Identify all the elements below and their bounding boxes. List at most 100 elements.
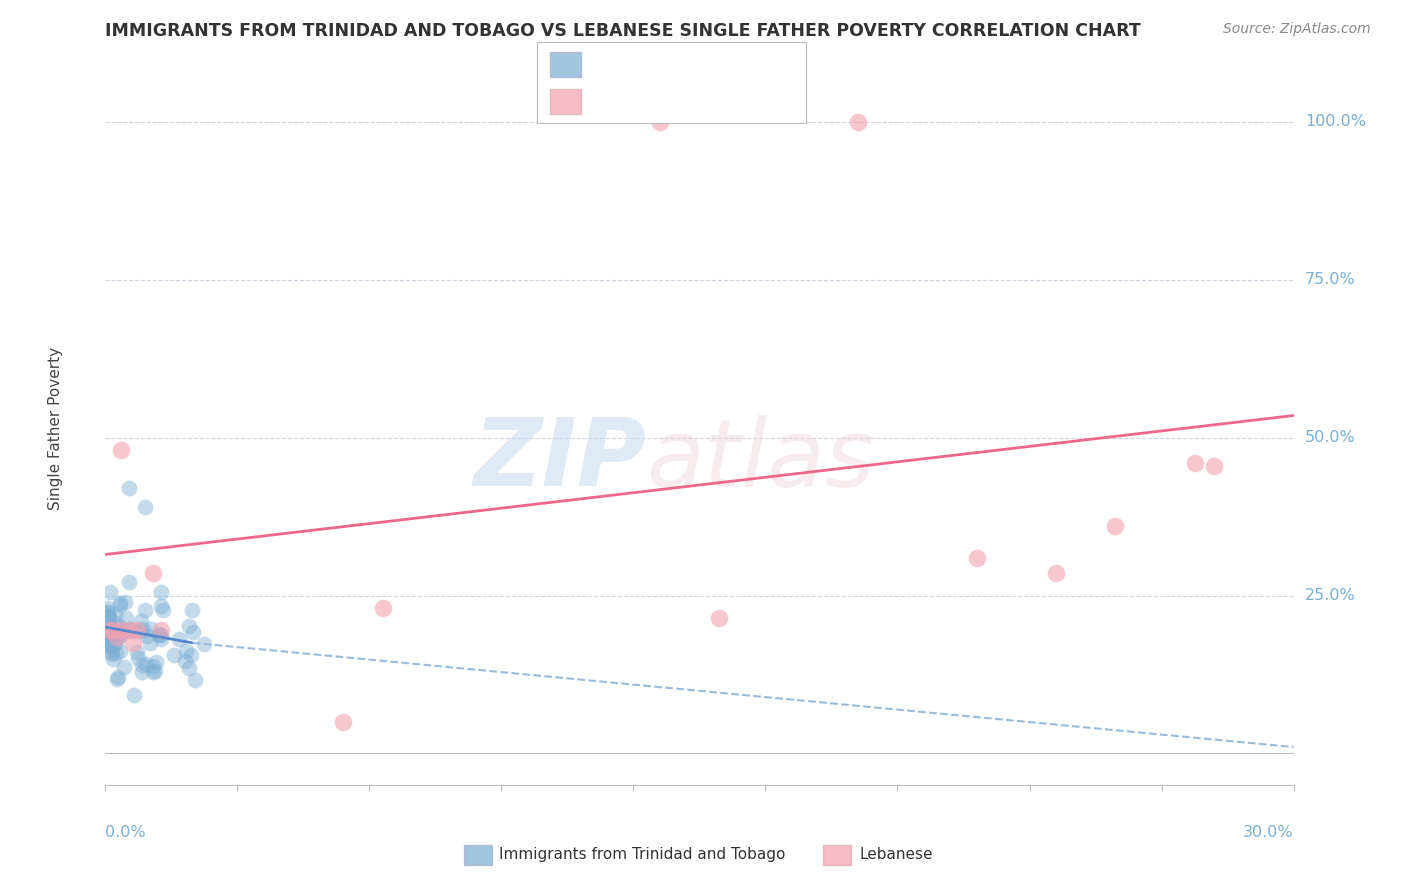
Point <box>110 443 132 458</box>
Point <box>96 632 118 646</box>
Point <box>118 574 141 589</box>
Point <box>104 637 127 651</box>
Point <box>180 648 202 663</box>
Point <box>96 605 118 619</box>
Text: Immigrants from Trinidad and Tobago: Immigrants from Trinidad and Tobago <box>499 847 786 862</box>
Point <box>96 630 118 644</box>
Point <box>145 664 167 678</box>
Point <box>846 115 869 129</box>
Point <box>139 622 162 636</box>
Point <box>98 585 121 599</box>
Point <box>184 673 207 688</box>
Point <box>96 618 118 632</box>
Point <box>131 614 153 628</box>
Point <box>98 624 121 638</box>
Point <box>114 595 136 609</box>
Point <box>149 624 172 638</box>
Point <box>150 585 173 599</box>
Point <box>173 654 195 668</box>
Text: R =: R = <box>589 95 623 110</box>
Point <box>108 599 131 613</box>
Point <box>132 623 155 637</box>
Point <box>142 566 165 581</box>
Point <box>105 616 128 631</box>
Point <box>96 634 118 648</box>
Text: 25.0%: 25.0% <box>1305 588 1355 603</box>
Point <box>96 601 118 615</box>
Text: IMMIGRANTS FROM TRINIDAD AND TOBAGO VS LEBANESE SINGLE FATHER POVERTY CORRELATIO: IMMIGRANTS FROM TRINIDAD AND TOBAGO VS L… <box>105 22 1142 40</box>
Point <box>177 619 200 633</box>
Point <box>97 628 120 642</box>
Point <box>101 652 124 666</box>
Point <box>98 639 121 653</box>
Point <box>150 628 173 642</box>
Point <box>97 634 120 648</box>
Point <box>103 632 125 647</box>
Text: 84: 84 <box>728 56 749 71</box>
Point <box>332 714 354 729</box>
Point <box>104 607 127 622</box>
Point <box>110 596 132 610</box>
Text: 0.0%: 0.0% <box>105 825 146 840</box>
Point <box>96 627 118 641</box>
Point <box>112 660 135 674</box>
Point <box>139 636 162 650</box>
Text: 75.0%: 75.0% <box>1305 272 1355 287</box>
Point <box>100 625 122 640</box>
Point <box>110 624 132 638</box>
Point <box>709 610 731 624</box>
Point <box>149 632 172 647</box>
Point <box>163 648 186 662</box>
Point <box>101 639 124 653</box>
Point <box>181 624 204 639</box>
Text: R =: R = <box>589 56 623 71</box>
Point <box>103 624 125 638</box>
Point <box>108 626 131 640</box>
Point <box>129 624 152 639</box>
Text: -0.105: -0.105 <box>626 56 681 71</box>
Point <box>108 620 131 634</box>
Point <box>193 637 215 651</box>
Point <box>131 658 153 673</box>
Point <box>118 481 141 495</box>
Text: ZIP: ZIP <box>474 414 645 507</box>
Point <box>966 550 988 565</box>
Point <box>96 635 118 649</box>
Text: 100.0%: 100.0% <box>1305 114 1365 129</box>
Text: Source: ZipAtlas.com: Source: ZipAtlas.com <box>1223 22 1371 37</box>
Point <box>127 624 149 638</box>
Point <box>179 660 201 674</box>
Text: N =: N = <box>693 56 727 71</box>
Point <box>118 624 141 638</box>
Text: 30.0%: 30.0% <box>1243 825 1294 840</box>
Point <box>98 608 121 623</box>
Point <box>134 602 156 616</box>
Text: Single Father Poverty: Single Father Poverty <box>48 347 63 509</box>
Point <box>149 599 172 613</box>
Point <box>97 627 120 641</box>
Point <box>97 605 120 619</box>
Point <box>371 601 394 615</box>
Point <box>110 644 132 658</box>
Point <box>648 115 671 129</box>
Point <box>111 624 134 639</box>
Text: 0.295: 0.295 <box>626 95 679 110</box>
Point <box>122 636 145 650</box>
Point <box>134 500 156 514</box>
Point <box>100 619 122 633</box>
Text: 50.0%: 50.0% <box>1305 430 1355 445</box>
Point <box>181 603 204 617</box>
Point <box>148 626 170 640</box>
Point <box>121 624 143 638</box>
Point <box>1204 458 1226 473</box>
Point <box>145 655 167 669</box>
Point <box>135 657 157 672</box>
Point <box>97 610 120 624</box>
Point <box>148 627 170 641</box>
Point <box>127 650 149 665</box>
Point <box>1104 519 1126 533</box>
Point <box>105 630 128 644</box>
Point <box>135 630 157 644</box>
Point <box>131 665 153 680</box>
Point <box>97 638 120 652</box>
